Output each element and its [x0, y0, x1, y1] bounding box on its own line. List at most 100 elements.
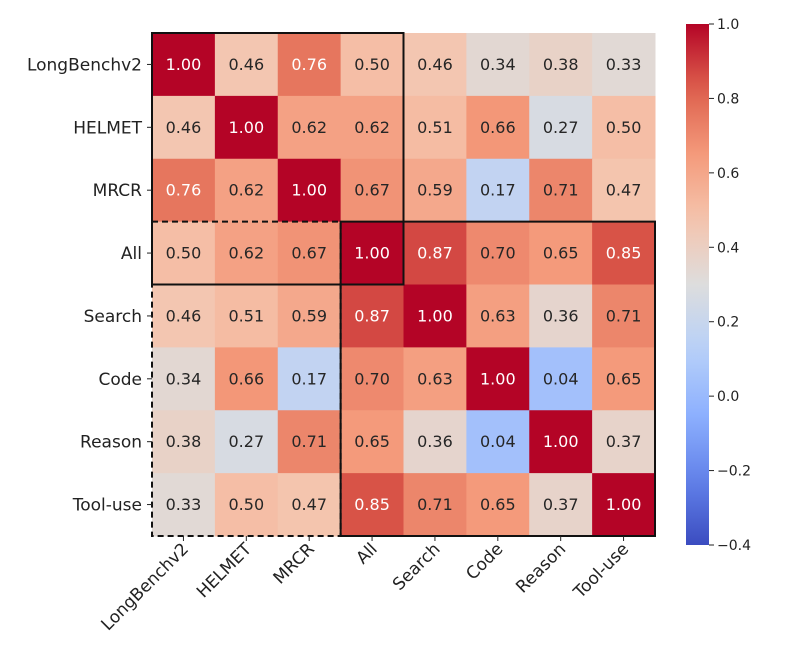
cell-value-label: 1.00 [166, 55, 202, 74]
cell-value-label: 0.04 [543, 369, 579, 388]
heatmap-cell [529, 473, 593, 537]
colorbar-tick-label: 0.2 [717, 315, 739, 331]
colorbar-tick-label: 0.4 [717, 240, 739, 256]
heatmap-cell [592, 410, 656, 474]
cell-value-label: 0.36 [543, 306, 579, 325]
heatmap-cell [214, 410, 279, 474]
cell-value-label: 0.46 [417, 55, 453, 74]
cell-value-label: 0.76 [291, 55, 327, 74]
colorbar-tick-label: −0.2 [717, 464, 751, 480]
cell-value-label: 0.34 [166, 369, 202, 388]
cell-value-label: 0.04 [480, 432, 516, 451]
heatmap-cell [214, 158, 279, 223]
cell-value-label: 0.66 [480, 118, 516, 137]
heatmap-cell [529, 347, 593, 411]
heatmap-cell [277, 221, 342, 285]
cell-value-label: 0.37 [606, 432, 642, 451]
cell-value-label: 0.17 [480, 181, 516, 200]
heatmap-cell [340, 158, 404, 223]
cell-value-label: 0.50 [166, 244, 202, 263]
cell-value-label: 0.85 [354, 495, 390, 514]
row-label: LongBenchv2 [27, 55, 142, 75]
heatmap-cell [466, 158, 530, 223]
cell-value-label: 1.00 [543, 432, 579, 451]
heatmap-cell [529, 33, 593, 97]
cell-value-label: 1.00 [606, 495, 642, 514]
cell-value-label: 0.63 [480, 306, 516, 325]
column-label: HELMET [193, 539, 256, 602]
cell-value-label: 0.67 [291, 244, 327, 263]
cell-value-label: 1.00 [291, 181, 327, 200]
heatmap-cell [340, 473, 404, 537]
cell-value-label: 1.00 [480, 369, 516, 388]
heatmap-cell [152, 347, 216, 411]
heatmap-cell [214, 33, 279, 97]
cell-value-label: 0.37 [543, 495, 579, 514]
colorbar-tick-label: 0.8 [717, 91, 739, 107]
heatmap-cell [277, 33, 342, 97]
heatmap-cell [403, 33, 467, 97]
heatmap-cell [466, 410, 530, 474]
cell-value-label: 0.34 [480, 55, 516, 74]
heatmap-cell [529, 284, 593, 348]
column-labels: LongBenchv2 HELMET MRCR All Search Code Reason… [97, 536, 633, 635]
heatmap-cell [277, 473, 342, 537]
heatmap-cell [466, 221, 530, 285]
heatmap-cell [277, 284, 342, 348]
cell-value-label: 0.62 [229, 181, 265, 200]
colorbar-tick-label: −0.4 [717, 538, 751, 554]
cell-value-label: 0.47 [291, 495, 327, 514]
cell-value-label: 0.38 [166, 432, 202, 451]
cell-value-label: 0.33 [166, 495, 202, 514]
solid-highlight-box [151, 32, 405, 286]
heatmap-cell [214, 95, 279, 160]
cell-value-label: 0.85 [606, 244, 642, 263]
cell-value-label: 0.70 [480, 244, 516, 263]
cell-value-label: 0.33 [606, 55, 642, 74]
heatmap-cells: 1.00 0.46 0.76 0.50 0.46 0.34 0.38 0.33 0.46 1.00… [152, 33, 656, 537]
cell-value-label: 0.50 [354, 55, 390, 74]
cell-value-label: 0.70 [354, 369, 390, 388]
cell-value-label: 0.27 [543, 118, 579, 137]
heatmap-cell [340, 33, 404, 97]
heatmap-cell [466, 33, 530, 97]
row-labels: LongBenchv2 HELMET MRCR All Search Code Reason… [27, 55, 152, 516]
row-label: MRCR [93, 181, 143, 201]
heatmap-cell [403, 410, 467, 474]
heatmap-cell [340, 347, 404, 411]
heatmap-cell [277, 95, 342, 160]
heatmap-cell [152, 158, 216, 223]
heatmap-cell [214, 284, 279, 348]
cell-value-label: 0.65 [606, 369, 642, 388]
heatmap-cell [592, 473, 656, 537]
cell-value-label: 0.46 [229, 55, 265, 74]
cell-value-label: 0.62 [354, 118, 390, 137]
heatmap-cell [152, 95, 216, 160]
heatmap-cell [277, 347, 342, 411]
heatmap-cell [592, 33, 656, 97]
cell-value-label: 1.00 [417, 306, 453, 325]
heatmap-cell [529, 221, 593, 285]
column-label: MRCR [270, 539, 319, 588]
cell-value-label: 0.87 [417, 244, 453, 263]
heatmap-cell [152, 410, 216, 474]
heatmap-cell [403, 473, 467, 537]
column-label: All [353, 539, 382, 568]
cell-value-label: 1.00 [229, 118, 265, 137]
heatmap-cell [340, 410, 404, 474]
heatmap-cell [403, 284, 467, 348]
heatmap-cell [592, 158, 656, 223]
cell-value-label: 0.63 [417, 369, 453, 388]
cell-value-label: 0.76 [166, 181, 202, 200]
heatmap-cell [214, 347, 279, 411]
cell-value-label: 0.62 [229, 244, 265, 263]
cell-value-label: 0.51 [229, 306, 265, 325]
heatmap-cell [466, 284, 530, 348]
colorbar-tick-label: 0.0 [717, 389, 739, 405]
cell-value-label: 0.50 [229, 495, 265, 514]
row-label: Tool-use [72, 496, 142, 516]
heatmap-cell [529, 158, 593, 223]
cell-value-label: 0.65 [543, 244, 579, 263]
cell-value-label: 0.59 [291, 306, 327, 325]
heatmap-cell [152, 33, 216, 97]
